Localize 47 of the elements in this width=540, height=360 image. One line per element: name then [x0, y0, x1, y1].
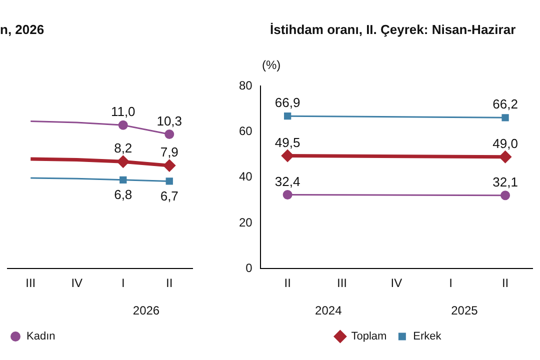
data-label: 32,1 — [492, 174, 518, 190]
x-tick-label: I — [449, 276, 453, 290]
text: 2025 — [451, 303, 478, 318]
data-label: 11,0 — [110, 104, 136, 120]
point — [284, 112, 292, 120]
data-label: 6,8 — [114, 186, 132, 202]
point — [164, 160, 176, 172]
point — [282, 150, 294, 162]
chart-title: n, 2026 — [0, 22, 44, 37]
text: 2024 — [315, 303, 342, 318]
x-tick-label: I — [121, 276, 125, 290]
point — [117, 156, 129, 168]
data-label: 8,2 — [114, 140, 132, 156]
data-label: 49,0 — [492, 136, 518, 151]
point — [164, 130, 174, 140]
point — [500, 151, 512, 163]
data-label: 49,5 — [274, 134, 300, 150]
text: 2026 — [132, 303, 160, 318]
x-tick-label: II — [502, 276, 509, 290]
data-label: 7,9 — [160, 144, 178, 160]
data-label: 66,9 — [274, 95, 300, 110]
y-tick-label: 80 — [238, 78, 253, 93]
y-tick-label: 0 — [246, 260, 253, 275]
y-tick-label: 20 — [238, 215, 253, 230]
point — [502, 114, 509, 122]
legend-label: Kadın — [26, 330, 56, 343]
point — [500, 190, 510, 200]
x-tick-label: II — [284, 276, 291, 290]
y-tick-label: 60 — [238, 124, 253, 138]
point — [282, 190, 292, 200]
x-tick-label: III — [336, 276, 347, 290]
legend-label: Toplam — [351, 330, 387, 343]
x-tick-label: IV — [71, 276, 83, 290]
x-tick-label: IV — [390, 276, 402, 290]
legend-label: Erkek — [413, 330, 442, 343]
data-label: 32,4 — [274, 174, 300, 189]
y-axis-title: (%) — [262, 58, 281, 72]
y-tick-label: 40 — [238, 170, 253, 184]
chart-title: İstihdam oranı, II. Çeyrek: Nisan-Hazirar — [270, 22, 516, 37]
point — [120, 176, 127, 184]
x-tick-label: II — [166, 276, 173, 290]
data-label: 66,2 — [492, 96, 518, 112]
point — [118, 120, 128, 130]
point — [166, 178, 173, 185]
x-tick-label: III — [26, 276, 36, 290]
data-label: 6,7 — [160, 188, 178, 204]
data-label: 10,3 — [156, 113, 182, 128]
